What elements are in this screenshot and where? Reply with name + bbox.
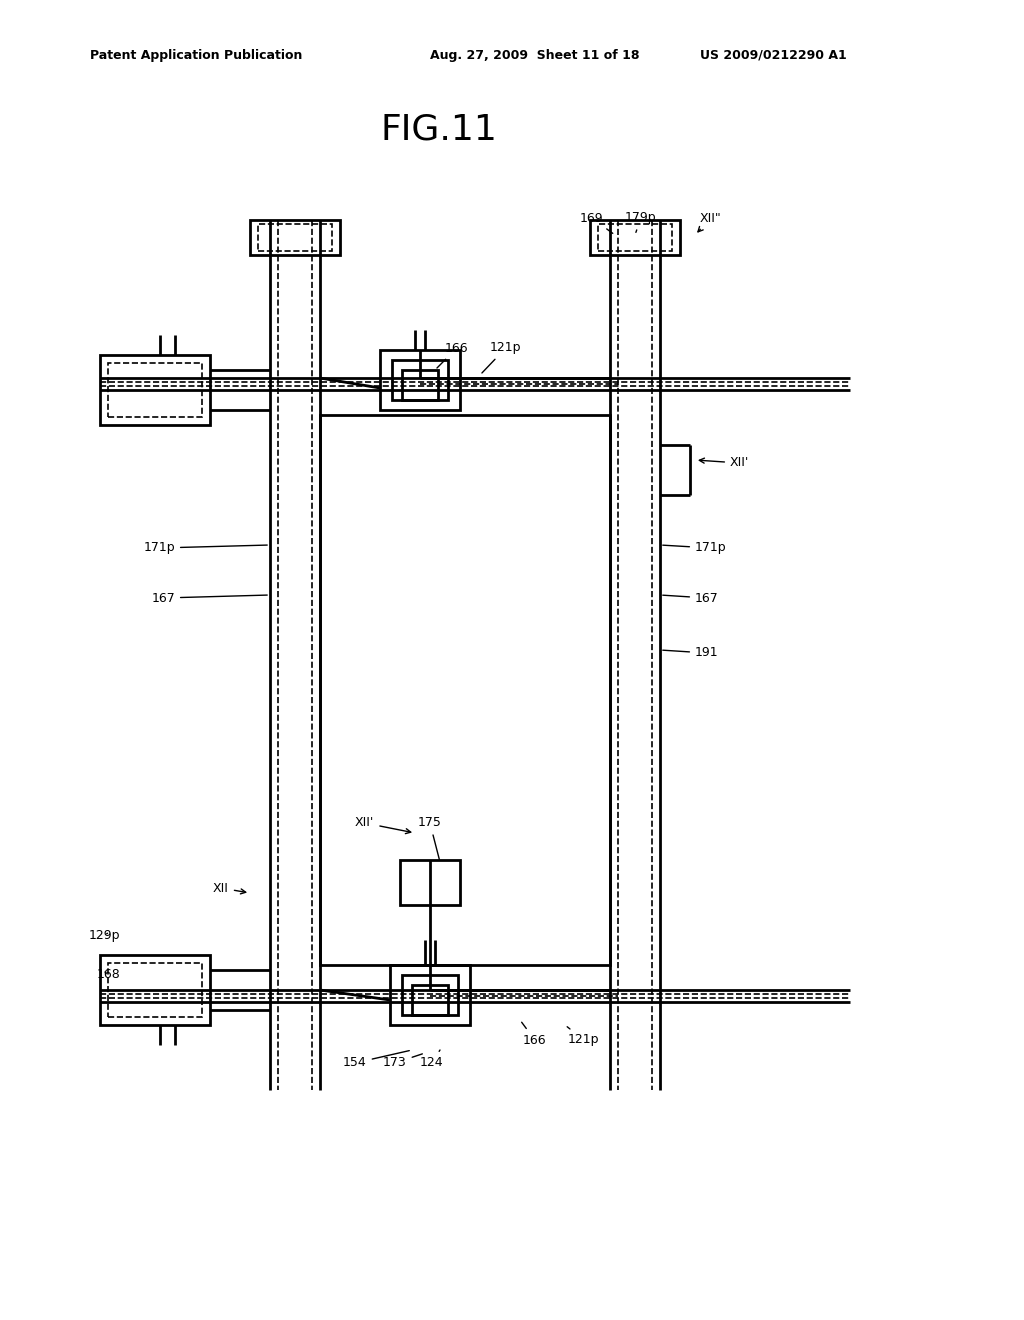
Text: 175: 175 bbox=[418, 817, 442, 859]
Bar bbox=[412, 985, 449, 1015]
Text: 154: 154 bbox=[343, 1051, 410, 1069]
Text: 124: 124 bbox=[420, 1049, 443, 1069]
Bar bbox=[392, 360, 449, 400]
Text: Aug. 27, 2009  Sheet 11 of 18: Aug. 27, 2009 Sheet 11 of 18 bbox=[430, 49, 640, 62]
Text: 168: 168 bbox=[96, 969, 120, 982]
Text: Patent Application Publication: Patent Application Publication bbox=[90, 49, 302, 62]
Text: 121p: 121p bbox=[567, 1027, 599, 1047]
Text: FIG.11: FIG.11 bbox=[380, 114, 497, 147]
Bar bbox=[100, 954, 210, 1026]
Text: 166: 166 bbox=[521, 1022, 547, 1047]
Text: 121p: 121p bbox=[482, 342, 521, 374]
Text: US 2009/0212290 A1: US 2009/0212290 A1 bbox=[700, 49, 847, 62]
Text: 171p: 171p bbox=[663, 541, 727, 554]
Bar bbox=[250, 220, 340, 255]
Bar bbox=[380, 350, 460, 411]
Text: 169: 169 bbox=[580, 211, 612, 234]
Bar bbox=[402, 975, 458, 1015]
Text: XII': XII' bbox=[699, 457, 750, 470]
Bar bbox=[390, 965, 470, 1026]
Bar bbox=[258, 224, 332, 251]
Bar bbox=[400, 861, 460, 906]
Text: 129p: 129p bbox=[88, 928, 120, 941]
Text: XII': XII' bbox=[355, 817, 411, 834]
Text: XII: XII bbox=[213, 882, 246, 895]
Bar bbox=[402, 370, 438, 400]
Text: 167: 167 bbox=[152, 591, 267, 605]
Bar bbox=[108, 964, 202, 1016]
Text: 179p: 179p bbox=[625, 211, 656, 232]
Text: 167: 167 bbox=[663, 591, 719, 605]
Text: 191: 191 bbox=[663, 647, 719, 660]
Bar bbox=[108, 363, 202, 417]
Bar bbox=[100, 355, 210, 425]
Text: 173: 173 bbox=[383, 1053, 422, 1069]
Bar bbox=[598, 224, 672, 251]
Bar bbox=[590, 220, 680, 255]
Text: 166: 166 bbox=[437, 342, 469, 368]
Text: 171p: 171p bbox=[143, 541, 267, 554]
Bar bbox=[319, 414, 610, 965]
Text: XII": XII" bbox=[698, 211, 722, 232]
